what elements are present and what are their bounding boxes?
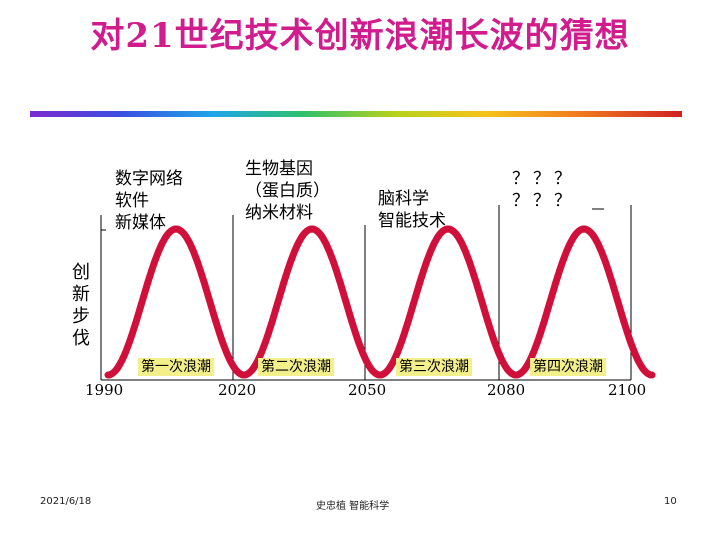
column-label-1: 数字网络 软件 新媒体 [115, 169, 183, 233]
axis-char-1: 创 [72, 262, 90, 283]
year-label-1: 1990 [85, 381, 124, 399]
year-label-2: 2020 [218, 381, 257, 399]
column-label-4: ？？？ ？？？ [512, 169, 575, 211]
innovation-wave [104, 225, 656, 379]
footer-date: 2021/6/18 [40, 496, 92, 507]
wave-label-3: 第三次浪潮 [396, 358, 472, 376]
wave-label-2: 第二次浪潮 [258, 358, 334, 376]
footer-author: 史忠植 智能科学 [316, 501, 390, 512]
year-label-4: 2080 [487, 381, 526, 399]
axis-char-3: 步 [72, 306, 90, 327]
column-label-2: 生物基因 （蛋白质） 纳米材料 [245, 159, 330, 223]
wave-label-4: 第四次浪潮 [530, 358, 606, 376]
column-label-3: 脑科学 智能技术 [378, 189, 446, 231]
page-title: 对21世纪技术创新浪潮长波的猜想 [90, 16, 630, 56]
year-label-5: 2100 [608, 381, 647, 399]
vertical-axis-label: 创 新 步 伐 [70, 262, 92, 350]
axis-char-2: 新 [72, 284, 90, 305]
footer-page-number: 10 [664, 496, 677, 507]
rainbow-divider [30, 111, 682, 117]
wave-label-1: 第一次浪潮 [138, 358, 214, 376]
year-label-3: 2050 [348, 381, 387, 399]
axis-char-4: 伐 [72, 328, 90, 349]
